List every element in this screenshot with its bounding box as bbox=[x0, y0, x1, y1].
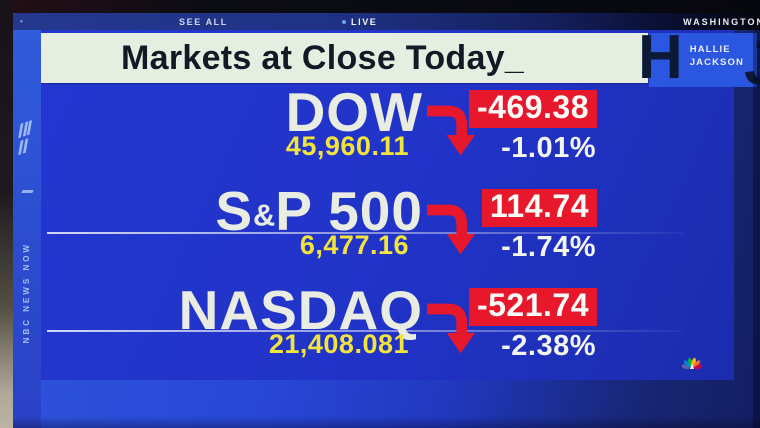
rail-dash-icon bbox=[21, 190, 34, 193]
logo-letter-j: J bbox=[744, 33, 760, 95]
index-close-value: 45,960.11 bbox=[285, 131, 409, 161]
change-percent: -1.01% bbox=[501, 131, 596, 164]
index-name: DOW bbox=[285, 81, 423, 143]
live-label: LIVE bbox=[351, 17, 378, 27]
logo-letter-h: H bbox=[638, 23, 683, 92]
screen-top-bezel bbox=[0, 0, 760, 13]
down-arrow-icon bbox=[427, 82, 485, 175]
index-name: NASDAQ bbox=[178, 279, 423, 341]
live-indicator: LIVE bbox=[342, 17, 377, 27]
change-value-badge: 114.74 bbox=[481, 189, 597, 227]
nbc-peacock-icon bbox=[681, 356, 703, 376]
ticker-bullet-icon: • bbox=[20, 17, 25, 26]
network-name: NBC NEWS NOW bbox=[22, 242, 31, 344]
change-percent: -1.74% bbox=[501, 230, 596, 263]
index-close-value: 21,408.081 bbox=[268, 329, 409, 359]
top-ticker-bar: • SEE ALL LIVE WASHINGTON bbox=[0, 13, 760, 30]
host-name: HALLIE JACKSON bbox=[689, 44, 744, 69]
row-divider bbox=[47, 330, 683, 332]
headline-banner: Markets at Close Today_ bbox=[41, 33, 648, 83]
index-name: S&P 500 bbox=[215, 180, 423, 242]
nbc-news-now-slashes-icon bbox=[18, 120, 35, 156]
change-value-badge: -521.74 bbox=[468, 288, 597, 326]
headline-title: Markets at Close Today_ bbox=[121, 38, 525, 77]
down-arrow-icon bbox=[427, 280, 485, 373]
screen-left-bezel bbox=[0, 0, 13, 428]
network-side-rail: NBC NEWS NOW bbox=[13, 30, 41, 428]
index-close-value: 6,477.16 bbox=[299, 230, 409, 260]
down-arrow-icon bbox=[427, 181, 485, 274]
screen-right-shade bbox=[753, 28, 760, 428]
market-rows: DOW 45,960.11 -469.38 -1.01% bbox=[41, 82, 734, 379]
live-dot-icon bbox=[342, 20, 346, 24]
market-row-nasdaq: NASDAQ 21,408.081 -521.74 -2.38% bbox=[41, 280, 734, 379]
show-logo: H HALLIE JACKSON J bbox=[638, 27, 760, 95]
change-percent: -2.38% bbox=[501, 329, 596, 362]
market-row-dow: DOW 45,960.11 -469.38 -1.01% bbox=[41, 82, 734, 181]
see-all-button[interactable]: SEE ALL bbox=[179, 17, 228, 27]
row-divider bbox=[47, 232, 683, 234]
markets-panel: Markets at Close Today_ DOW 45,960.11 -4… bbox=[41, 30, 734, 380]
location-label: WASHINGTON bbox=[683, 17, 760, 27]
market-row-sp500: S&P 500 6,477.16 114.74 -1.74% bbox=[41, 181, 734, 280]
change-value-badge: -469.38 bbox=[468, 90, 597, 128]
screen-bottom-shade bbox=[13, 416, 760, 428]
